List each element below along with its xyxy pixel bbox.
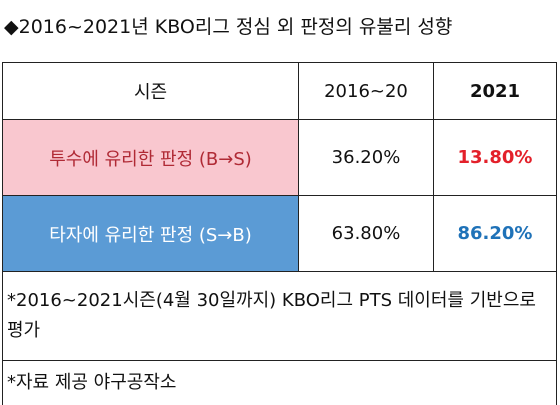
cell: 13.80%	[434, 120, 557, 196]
row: 투수에 유리한 판정 (B→S) 36.20% 13.80%	[3, 120, 557, 196]
cell: 63.80%	[299, 196, 434, 272]
row-label: 타자에 유리한 판정 (S→B)	[3, 196, 299, 272]
note: *자료 제공 야구공작소	[3, 361, 557, 405]
column-header: 2021	[434, 63, 557, 120]
note: *2016~2021시즌(4월 30일까지) KBO리그 PTS 데이터를 기반…	[3, 272, 557, 361]
header-row: 시즌 2016~20 2021	[3, 63, 557, 120]
cell: 36.20%	[299, 120, 434, 196]
title: ◆2016~2021년 KBO리그 정심 외 판정의 유불리 성향	[4, 12, 452, 39]
row-label: 투수에 유리한 판정 (B→S)	[3, 120, 299, 196]
column-header: 2016~20	[299, 63, 434, 120]
table: 시즌 2016~20 2021 투수에 유리한 판정 (B→S) 36.20% …	[2, 62, 557, 405]
note-row: *자료 제공 야구공작소	[3, 361, 557, 405]
row: 타자에 유리한 판정 (S→B) 63.80% 86.20%	[3, 196, 557, 272]
cell: 86.20%	[434, 196, 557, 272]
note-row: *2016~2021시즌(4월 30일까지) KBO리그 PTS 데이터를 기반…	[3, 272, 557, 361]
column-header: 시즌	[3, 63, 299, 120]
